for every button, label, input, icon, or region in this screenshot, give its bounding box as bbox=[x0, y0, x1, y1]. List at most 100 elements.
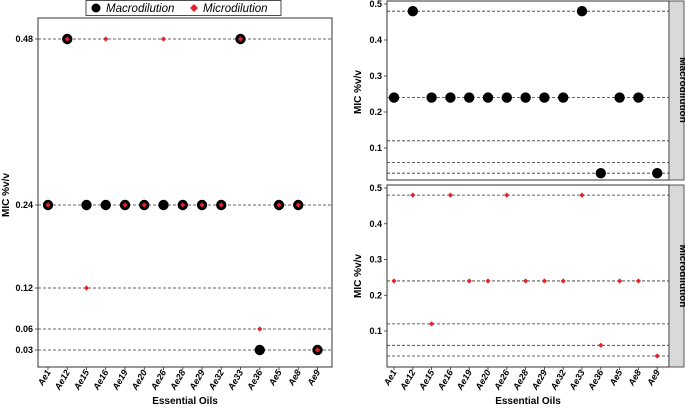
right-top-macrodilution-point bbox=[652, 168, 663, 179]
left-microdilution-point bbox=[218, 202, 224, 208]
left-microdilution-point bbox=[64, 36, 70, 42]
right-top-macrodilution-point bbox=[520, 92, 531, 103]
left-microdilution-point bbox=[314, 347, 321, 353]
right-bottom-y-tick-label: 0.1 bbox=[369, 326, 382, 336]
right-bottom-microdilution-point bbox=[541, 278, 547, 284]
right-top-macrodilution-point bbox=[501, 92, 512, 103]
right-bottom-microdilution-point bbox=[523, 278, 529, 284]
left-microdilution-point bbox=[160, 36, 167, 42]
facet-strip-macrodilution bbox=[668, 0, 685, 181]
right-bottom-microdilution-point bbox=[617, 278, 623, 284]
right-bottom-microdilution-point bbox=[598, 342, 604, 348]
right-bottom-microdilution-point bbox=[447, 192, 453, 198]
right-x-ticks: Ae1 Ae12 Ae15 Ae16 Ae19 Ae20 Ae26 Ae28 Ae29 Ae32 A… bbox=[381, 367, 662, 392]
facet-label-macrodilution: Macrodilution bbox=[677, 57, 685, 123]
right-top-macrodilution-point bbox=[445, 92, 456, 103]
left-x-tick-label: Ae28 bbox=[168, 368, 188, 392]
left-x-tick-label: Ae33 bbox=[225, 368, 245, 392]
right-bottom-microdilution-point bbox=[635, 278, 641, 284]
legend-macrodilution-label: Macrodilution bbox=[106, 3, 174, 15]
right-bottom-microdilution-point bbox=[429, 321, 435, 327]
right-top-macrodilution-point bbox=[539, 92, 550, 103]
left-microdilution-point bbox=[122, 202, 128, 208]
right-top-y-tick-label: 0.1 bbox=[369, 143, 382, 153]
legend: Macrodilution Microdilution bbox=[85, 0, 282, 16]
left-y-axis-label: MIC %v/v bbox=[1, 173, 12, 217]
left-y-tick-label: 0.48 bbox=[15, 34, 33, 44]
left-points bbox=[42, 33, 323, 356]
right-x-tick-label: Ae19 bbox=[454, 368, 474, 392]
right-top-macrodilution-point bbox=[464, 92, 475, 103]
right-bottom-y-tick-label: 0.2 bbox=[369, 290, 382, 300]
right-top-macrodilution-point bbox=[388, 92, 400, 103]
facet-label-microdilution: Microdilution bbox=[677, 245, 685, 308]
left-microdilution-point bbox=[237, 36, 244, 42]
right-x-tick-label: Ae26 bbox=[492, 367, 512, 392]
left-x-tick-label: Ae12 bbox=[52, 368, 72, 392]
left-x-tick-label: Ae29 bbox=[187, 368, 207, 392]
left-y-ticks: 0.03 0.06 0.12 0.24 0.48 bbox=[15, 34, 38, 355]
left-macrodilution-point bbox=[158, 199, 169, 211]
left-microdilution-point bbox=[141, 202, 147, 208]
right-x-tick-label: Ae29 bbox=[529, 368, 549, 392]
right-bottom-microdilution-point bbox=[466, 278, 472, 284]
right-x-tick-label: Ae32 bbox=[548, 368, 568, 392]
left-x-tick-label: Ae15 bbox=[71, 367, 91, 392]
left-x-tick-label: Ae36 bbox=[245, 367, 265, 392]
right-bottom-y-tick-label: 0.3 bbox=[369, 255, 382, 265]
left-x-tick-label: Ae8 bbox=[286, 368, 303, 388]
right-x-tick-label: Ae28 bbox=[510, 368, 530, 392]
left-x-tick-label: Ae32 bbox=[206, 368, 226, 392]
facet-strip-microdilution bbox=[668, 184, 685, 368]
right-bottom-y-axis-label: MIC %v/v bbox=[353, 254, 364, 298]
right-y-ticks: 0.1 0.2 0.3 0.4 0.5 0.1 0.2 0.3 0.4 0.5 bbox=[369, 0, 387, 336]
right-bottom-y-tick-label: 0.4 bbox=[369, 219, 382, 229]
right-x-tick-label: Ae9 bbox=[645, 368, 662, 388]
right-bottom-frame bbox=[386, 184, 670, 368]
legend-microdilution-label: Microdilution bbox=[203, 3, 268, 15]
right-top-y-axis-label: MIC %v/v bbox=[353, 70, 364, 114]
left-y-tick-label: 0.24 bbox=[15, 200, 33, 210]
right-top-frame bbox=[386, 0, 670, 181]
legend-macrodilution-marker bbox=[91, 3, 101, 13]
left-microdilution-point bbox=[45, 202, 51, 208]
right-top-macrodilution-point bbox=[426, 92, 437, 103]
right-x-tick-label: Ae20 bbox=[473, 368, 493, 392]
left-microdilution-point bbox=[295, 202, 301, 208]
left-x-tick-label: Ae1 bbox=[35, 368, 52, 388]
right-bottom-y-tick-label: 0.5 bbox=[369, 183, 382, 193]
right-top-macrodilution-point bbox=[614, 92, 625, 103]
right-top-y-tick-label: 0.3 bbox=[369, 71, 382, 81]
right-bottom-microdilution-point bbox=[654, 353, 660, 359]
right-x-tick-label: Ae15 bbox=[416, 367, 436, 392]
left-y-tick-label: 0.12 bbox=[15, 283, 33, 293]
right-bottom-microdilution-point bbox=[504, 192, 510, 198]
right-x-tick-label: Ae36 bbox=[586, 367, 606, 392]
left-macrodilution-point bbox=[81, 199, 92, 211]
right-top-macrodilution-point bbox=[576, 6, 588, 17]
right-bottom-microdilution-point bbox=[560, 278, 566, 284]
right-bottom-microdilution-point bbox=[485, 278, 491, 284]
left-microdilution-point bbox=[180, 202, 186, 208]
right-points bbox=[388, 6, 663, 359]
right-x-tick-label: Ae33 bbox=[567, 368, 587, 392]
left-x-tick-label: Ae9 bbox=[305, 368, 322, 388]
right-x-tick-label: Ae16 bbox=[435, 367, 455, 392]
legend-microdilution-marker bbox=[190, 4, 198, 12]
left-macrodilution-point bbox=[254, 344, 265, 356]
right-x-tick-label: Ae8 bbox=[626, 368, 643, 388]
left-microdilution-point bbox=[83, 285, 90, 291]
left-y-tick-label: 0.06 bbox=[15, 324, 33, 334]
right-top-macrodilution-point bbox=[558, 92, 569, 103]
left-microdilution-point bbox=[276, 202, 282, 208]
right-gridlines bbox=[387, 10, 669, 357]
left-plot-frame bbox=[37, 17, 333, 368]
left-x-tick-label: Ae5 bbox=[266, 367, 284, 388]
right-x-tick-label: Ae12 bbox=[398, 368, 418, 392]
right-bottom-microdilution-point bbox=[391, 278, 397, 284]
left-x-tick-label: Ae19 bbox=[110, 368, 130, 392]
left-microdilution-point bbox=[103, 36, 109, 42]
left-microdilution-point bbox=[199, 202, 205, 208]
legend-box bbox=[85, 0, 282, 16]
